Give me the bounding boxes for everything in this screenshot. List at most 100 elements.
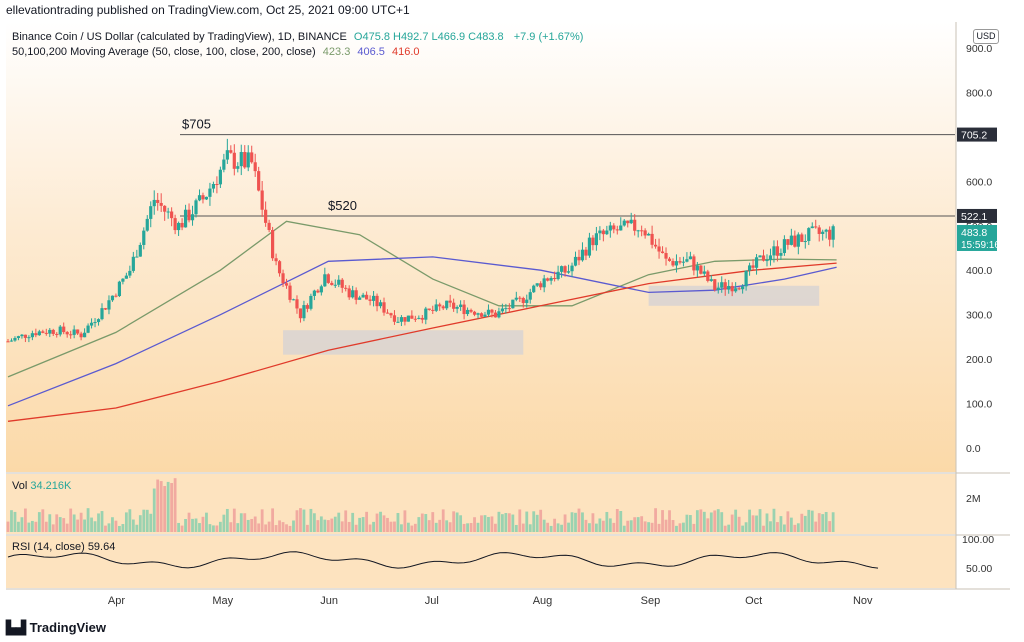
candle-body xyxy=(587,237,592,256)
volume-bar xyxy=(86,508,90,532)
candle-body xyxy=(615,229,619,231)
volume-bar xyxy=(737,516,741,532)
volume-bar xyxy=(72,514,76,532)
candle-body xyxy=(452,302,456,309)
candle-body xyxy=(546,278,550,281)
volume-bar xyxy=(497,511,501,532)
candle-body xyxy=(734,288,738,292)
volume-bar xyxy=(295,510,299,532)
volume-bar xyxy=(215,525,219,532)
candle-body xyxy=(539,283,543,288)
price-axis-label: 0.0 xyxy=(966,443,981,455)
candle-body xyxy=(445,300,449,309)
volume-bar xyxy=(588,523,591,532)
volume-bar xyxy=(229,522,233,532)
ohlc-l: L466.9 xyxy=(431,31,466,43)
candle-body xyxy=(267,222,271,231)
candle-body xyxy=(295,299,299,309)
volume-bar xyxy=(800,513,804,532)
candle-body xyxy=(190,214,195,221)
volume-bar xyxy=(135,524,139,532)
volume-bar xyxy=(525,511,529,532)
volume-bar xyxy=(828,521,832,532)
volume-bar xyxy=(299,508,302,532)
level-520-label: $520 xyxy=(328,198,357,213)
volume-bar xyxy=(657,523,661,532)
volume-bar xyxy=(521,523,525,532)
volume-bar xyxy=(594,523,598,532)
candle-body xyxy=(459,304,463,307)
volume-bar xyxy=(159,481,163,532)
candle-body xyxy=(27,337,31,339)
time-axis-label: May xyxy=(212,595,233,607)
symbol-name: Binance Coin / US Dollar (calculated by … xyxy=(12,31,347,43)
candle-body xyxy=(326,274,330,283)
volume-bar xyxy=(776,522,779,532)
candle-body xyxy=(131,256,135,271)
volume-value: 34.216K xyxy=(30,480,72,492)
candle-body xyxy=(82,332,87,338)
volume-bar xyxy=(591,513,595,532)
volume-bar xyxy=(769,521,772,532)
volume-bar xyxy=(699,509,703,532)
volume-bar xyxy=(83,519,86,532)
candle-body xyxy=(800,234,804,242)
ohlc-h: H492.7 xyxy=(393,31,429,43)
candle-body xyxy=(117,281,122,297)
ma-line-2 xyxy=(7,262,837,422)
candle-body xyxy=(727,285,731,290)
candle-body xyxy=(16,336,21,339)
candle-body xyxy=(246,152,250,168)
volume-bar xyxy=(347,521,351,532)
volume-bar xyxy=(330,518,334,532)
candle-body xyxy=(284,283,289,286)
candle-body xyxy=(142,230,146,245)
candle-body xyxy=(580,249,585,261)
volume-bar xyxy=(17,521,20,532)
volume-bar xyxy=(748,509,751,532)
volume-bar xyxy=(723,525,727,532)
change-value: +7.9 (+1.67%) xyxy=(513,31,584,43)
volume-bar xyxy=(285,524,288,532)
volume-bar xyxy=(420,513,424,532)
volume-bar xyxy=(121,524,125,532)
candle-body xyxy=(525,299,529,303)
rsi-label: RSI (14, close) xyxy=(12,541,85,553)
candle-body xyxy=(424,308,428,320)
candle-body xyxy=(706,271,710,281)
candle-body xyxy=(382,302,386,313)
candle-body xyxy=(152,199,156,207)
volume-bar xyxy=(69,508,73,532)
candle-body xyxy=(166,211,170,213)
time-axis-label: Apr xyxy=(108,595,125,607)
volume-bar xyxy=(232,508,236,532)
candle-body xyxy=(786,239,790,245)
candle-body xyxy=(156,199,160,203)
volume-bar xyxy=(243,513,247,532)
volume-bar xyxy=(695,510,699,532)
volume-bar xyxy=(709,512,713,532)
volume-bar xyxy=(212,525,215,532)
candle-body xyxy=(368,299,372,301)
candle-body xyxy=(13,338,17,341)
volume-bar xyxy=(713,510,717,532)
candle-body xyxy=(688,256,692,260)
volume-bar xyxy=(765,513,769,532)
candle-body xyxy=(678,261,682,263)
volume-bar xyxy=(619,511,623,532)
volume-bar xyxy=(236,523,240,532)
candle-body xyxy=(149,206,153,219)
volume-bar xyxy=(668,510,671,532)
candle-body xyxy=(566,271,571,273)
candle-body xyxy=(563,266,567,273)
candle-body xyxy=(420,317,424,320)
candle-body xyxy=(76,329,80,334)
candle-body xyxy=(570,265,574,272)
volume-bar xyxy=(351,512,355,532)
currency-button[interactable]: USD xyxy=(973,29,999,44)
volume-bar xyxy=(793,524,797,532)
volume-bar xyxy=(448,522,452,532)
candle-body xyxy=(114,295,118,297)
volume-bar xyxy=(514,524,518,532)
